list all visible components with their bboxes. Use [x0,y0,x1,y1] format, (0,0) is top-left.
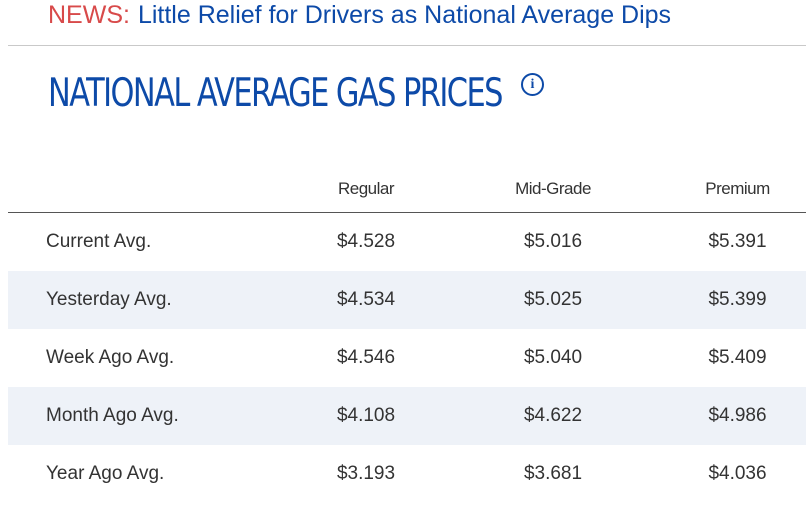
table-row: Year Ago Avg. $3.193 $3.681 $4.036 [8,445,806,503]
premium-price: $5.399 [669,271,806,329]
mid-grade-price: $5.040 [523,347,583,368]
news-headline-link[interactable]: Little Relief for Drivers as National Av… [137,1,672,29]
mid-grade-price: $4.622 [437,387,669,445]
row-label: Yesterday Avg. [8,271,295,329]
regular-price: $4.528 [336,231,396,252]
premium-price: $5.409 [708,347,767,368]
table-row: Week Ago Avg. $4.546 $5.040 $5.409 [8,329,806,387]
page-title: NATIONAL AVERAGE GAS PRICES [48,71,503,116]
row-label: Week Ago Avg. [46,347,175,368]
premium-price: $4.036 [708,463,767,484]
table-row: Yesterday Avg. $4.534 $5.025 $5.399 [8,271,806,329]
table-row: Month Ago Avg. $4.108 $4.622 $4.986 [8,387,806,445]
row-label: Year Ago Avg. [46,463,165,484]
regular-price: $4.546 [336,347,396,368]
regular-price: $3.193 [336,463,396,484]
gas-prices-table: Regular Mid-Grade Premium Current Avg. $… [8,166,806,503]
regular-price: $4.534 [295,271,437,329]
table-row: Current Avg. $4.528 $5.016 $5.391 [8,213,806,272]
news-divider [8,45,806,46]
premium-price: $5.391 [708,231,767,252]
table-header-row: Regular Mid-Grade Premium [8,166,806,213]
news-bar: NEWS: Little Relief for Drivers as Nation… [48,0,671,34]
premium-price: $4.986 [669,387,806,445]
mid-grade-price: $5.025 [437,271,669,329]
row-label: Month Ago Avg. [8,387,295,445]
column-header-premium: Premium [669,166,806,213]
mid-grade-price: $3.681 [523,463,583,484]
info-icon[interactable]: i [521,73,544,96]
row-label: Current Avg. [46,231,152,252]
column-header-label [8,166,295,213]
column-header-regular: Regular [295,166,437,213]
regular-price: $4.108 [295,387,437,445]
news-label[interactable]: NEWS: [48,1,130,29]
column-header-mid-grade: Mid-Grade [437,166,669,213]
mid-grade-price: $5.016 [523,231,583,252]
